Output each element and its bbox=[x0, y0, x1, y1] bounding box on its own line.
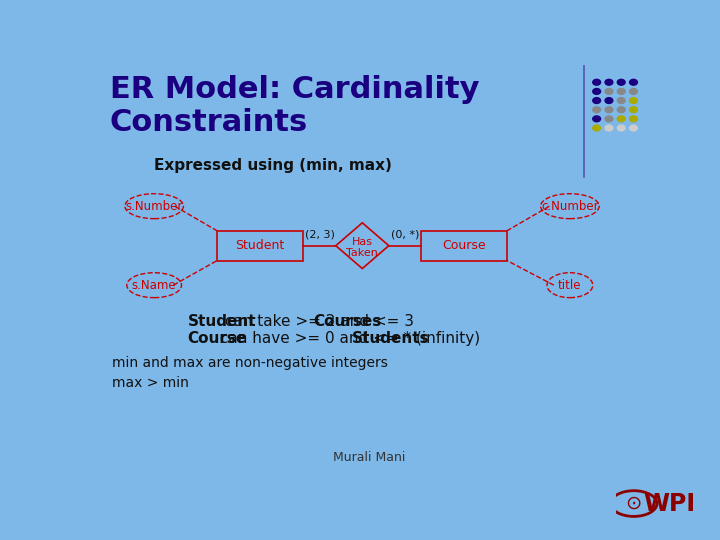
Text: Courses: Courses bbox=[313, 314, 382, 329]
Text: c.Number: c.Number bbox=[541, 200, 599, 213]
Circle shape bbox=[593, 98, 600, 104]
Circle shape bbox=[593, 89, 600, 94]
Circle shape bbox=[617, 79, 625, 85]
Circle shape bbox=[617, 116, 625, 122]
Text: s.Number: s.Number bbox=[125, 200, 183, 213]
Text: Course: Course bbox=[442, 239, 486, 252]
Circle shape bbox=[605, 98, 613, 104]
Circle shape bbox=[629, 79, 637, 85]
Text: (0, *): (0, *) bbox=[390, 230, 419, 239]
Circle shape bbox=[593, 107, 600, 113]
Text: Constraints: Constraints bbox=[109, 109, 307, 138]
Text: s.Name: s.Name bbox=[132, 279, 176, 292]
Text: WPI: WPI bbox=[644, 492, 696, 516]
Bar bbox=[420, 231, 507, 261]
Circle shape bbox=[605, 116, 613, 122]
Text: Has: Has bbox=[352, 237, 373, 247]
Text: Taken: Taken bbox=[346, 248, 378, 258]
Text: can have >= 0 and <= * (infinity): can have >= 0 and <= * (infinity) bbox=[215, 331, 485, 346]
Circle shape bbox=[617, 89, 625, 94]
Circle shape bbox=[593, 79, 600, 85]
Text: title: title bbox=[558, 279, 582, 292]
Text: ER Model: Cardinality: ER Model: Cardinality bbox=[109, 75, 479, 104]
Text: (2, 3): (2, 3) bbox=[305, 230, 335, 239]
Text: ⊙: ⊙ bbox=[626, 494, 642, 513]
Text: min and max are non-negative integers
max > min: min and max are non-negative integers ma… bbox=[112, 356, 388, 390]
Text: Course: Course bbox=[188, 331, 247, 346]
Circle shape bbox=[593, 116, 600, 122]
Circle shape bbox=[605, 107, 613, 113]
Circle shape bbox=[617, 107, 625, 113]
Circle shape bbox=[617, 125, 625, 131]
Text: Students: Students bbox=[352, 331, 429, 346]
Text: Student: Student bbox=[235, 239, 285, 252]
Circle shape bbox=[629, 125, 637, 131]
Circle shape bbox=[605, 79, 613, 85]
Circle shape bbox=[593, 125, 600, 131]
Text: Expressed using (min, max): Expressed using (min, max) bbox=[154, 158, 392, 173]
Circle shape bbox=[605, 89, 613, 94]
Text: can take >= 2 and <= 3: can take >= 2 and <= 3 bbox=[220, 314, 418, 329]
Circle shape bbox=[629, 89, 637, 94]
Text: Student: Student bbox=[188, 314, 256, 329]
Circle shape bbox=[629, 98, 637, 104]
Text: Murali Mani: Murali Mani bbox=[333, 451, 405, 464]
Circle shape bbox=[605, 125, 613, 131]
Circle shape bbox=[629, 116, 637, 122]
Circle shape bbox=[629, 107, 637, 113]
Circle shape bbox=[617, 98, 625, 104]
Bar bbox=[217, 231, 303, 261]
